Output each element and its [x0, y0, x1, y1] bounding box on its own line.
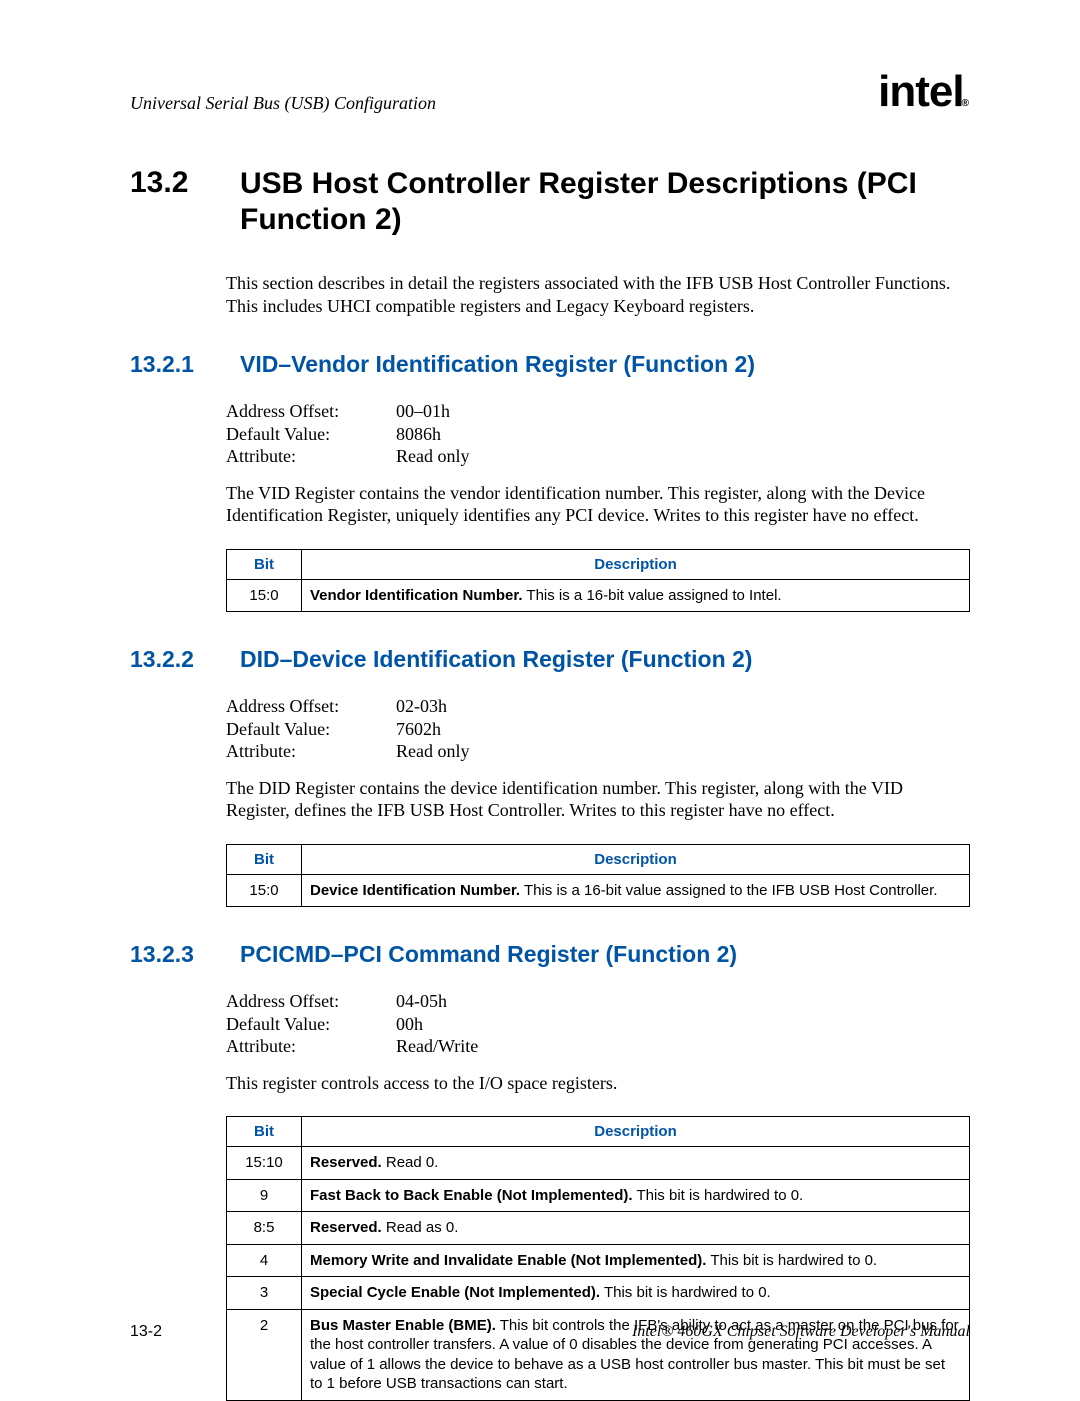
section-heading: 13.2 USB Host Controller Register Descri…: [130, 166, 970, 238]
register-description: The VID Register contains the vendor ide…: [226, 482, 970, 527]
register-attributes: Address Offset:02-03h Default Value:7602…: [226, 695, 970, 763]
subsection-number: 13.2.1: [130, 351, 240, 378]
register-attributes: Address Offset:00–01h Default Value:8086…: [226, 400, 970, 468]
register-attributes: Address Offset:04-05h Default Value:00h …: [226, 990, 970, 1058]
page-header: Universal Serial Bus (USB) Configuration…: [130, 70, 970, 114]
manual-title: Intel® 460GX Chipset Software Developer'…: [632, 1323, 970, 1341]
table-row: 15:10 Reserved. Read 0.: [227, 1147, 970, 1180]
section-title: USB Host Controller Register Description…: [240, 166, 970, 238]
register-description: The DID Register contains the device ide…: [226, 777, 970, 822]
register-description: This register controls access to the I/O…: [226, 1072, 970, 1095]
table-row: 4 Memory Write and Invalidate Enable (No…: [227, 1244, 970, 1277]
page-number: 13-2: [130, 1323, 162, 1341]
subsection-title: DID–Device Identification Register (Func…: [240, 646, 752, 673]
intel-logo: intel®: [878, 70, 970, 114]
subsection-number: 13.2.3: [130, 941, 240, 968]
table-row: 3 Special Cycle Enable (Not Implemented)…: [227, 1277, 970, 1310]
table-header-desc: Description: [302, 1117, 970, 1147]
table-header-bit: Bit: [227, 549, 302, 579]
table-header-desc: Description: [302, 549, 970, 579]
register-table: Bit Description 15:0 Vendor Identificati…: [226, 549, 970, 613]
table-row: 8:5 Reserved. Read as 0.: [227, 1212, 970, 1245]
register-table: Bit Description 15:0 Device Identificati…: [226, 844, 970, 908]
section-number: 13.2: [130, 166, 240, 200]
table-row: 15:0 Device Identification Number. This …: [227, 874, 970, 907]
section-intro: This section describes in detail the reg…: [226, 272, 970, 317]
subsection-number: 13.2.2: [130, 646, 240, 673]
subsection-heading: 13.2.2 DID–Device Identification Registe…: [130, 646, 970, 673]
running-title: Universal Serial Bus (USB) Configuration: [130, 93, 436, 114]
register-table: Bit Description 15:10 Reserved. Read 0. …: [226, 1116, 970, 1401]
table-header-bit: Bit: [227, 844, 302, 874]
subsection-heading: 13.2.1 VID–Vendor Identification Registe…: [130, 351, 970, 378]
subsection-title: VID–Vendor Identification Register (Func…: [240, 351, 755, 378]
page-footer: 13-2 Intel® 460GX Chipset Software Devel…: [130, 1323, 970, 1341]
subsection-title: PCICMD–PCI Command Register (Function 2): [240, 941, 737, 968]
table-header-bit: Bit: [227, 1117, 302, 1147]
table-header-desc: Description: [302, 844, 970, 874]
table-row: 9 Fast Back to Back Enable (Not Implemen…: [227, 1179, 970, 1212]
subsection-heading: 13.2.3 PCICMD–PCI Command Register (Func…: [130, 941, 970, 968]
document-page: Universal Serial Bus (USB) Configuration…: [0, 0, 1080, 1397]
table-row: 15:0 Vendor Identification Number. This …: [227, 579, 970, 612]
